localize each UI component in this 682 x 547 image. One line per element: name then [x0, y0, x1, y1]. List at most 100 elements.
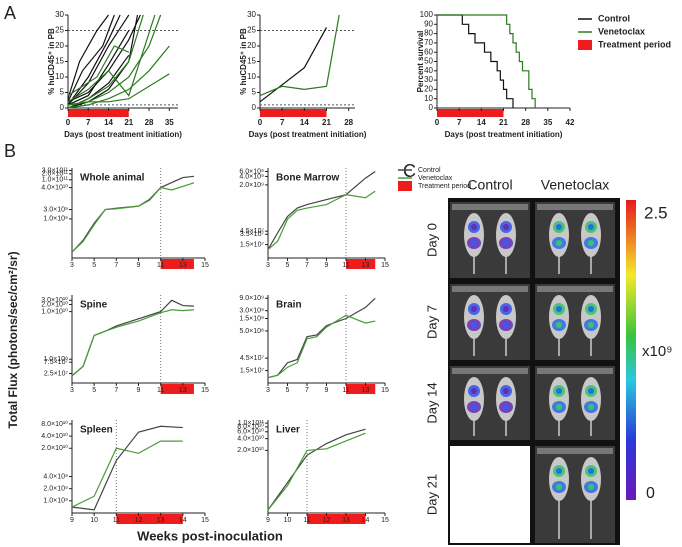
x-tick-label: 14: [362, 517, 370, 524]
y-tick-label: 4.0×10¹⁰: [237, 434, 264, 442]
y-tick-label: 20: [55, 41, 64, 50]
y-tick-label: 4.0×10⁹: [239, 173, 264, 180]
y-tick-label: 5.0×10⁸: [239, 328, 264, 335]
x-tick-label: 28: [344, 118, 353, 127]
legend-label: Control: [418, 167, 441, 174]
x-tick-label: 0: [66, 118, 71, 127]
x-tick-label: 5: [92, 262, 96, 269]
x-tick-label: 7: [114, 387, 118, 394]
x-tick-label: 13: [342, 517, 350, 524]
signal: [556, 404, 562, 410]
signal: [556, 306, 562, 312]
mouse-body: [464, 295, 484, 339]
y-tick-label: 15: [55, 57, 64, 66]
column-label: Control: [467, 177, 512, 193]
x-tick-label: 11: [303, 517, 310, 524]
x-tick-label: 3: [266, 387, 270, 394]
x-tick-label: 15: [381, 262, 389, 269]
panel-label: A: [4, 3, 16, 23]
signal: [588, 224, 594, 230]
series-line: [67, 14, 130, 106]
x-axis-label: Days (post treatment initiation): [445, 130, 563, 139]
mouse-body: [464, 213, 484, 257]
signal: [503, 404, 509, 410]
x-tick-label: 42: [566, 118, 575, 127]
x-tick-label: 3: [266, 262, 270, 269]
signal: [503, 224, 509, 230]
signal: [588, 322, 594, 328]
image-cell: [535, 202, 615, 278]
y-tick-label: 1.0×10¹⁰: [41, 307, 68, 315]
series-line: [71, 182, 195, 253]
y-tick-label: 8.0×10¹⁰: [237, 423, 264, 431]
x-tick-label: 9: [70, 517, 74, 524]
x-tick-label: 5: [286, 262, 290, 269]
y-tick-label: 60: [424, 47, 433, 56]
y-tick-label: 0: [252, 103, 257, 112]
y-tick-label: 5: [60, 88, 65, 97]
signal: [588, 388, 594, 394]
y-axis-label: % huCD45⁺ in PB: [239, 28, 248, 95]
y-axis-label: Percent survival: [416, 31, 425, 93]
signal: [588, 468, 594, 474]
y-tick-label: 9.0×10⁹: [239, 295, 264, 302]
legend-label: Venetoclax: [598, 26, 645, 36]
chart-title: Spine: [80, 300, 108, 311]
treatment-bar: [160, 259, 194, 269]
x-tick-label: 7: [280, 118, 285, 127]
legend-label: Treatment period: [598, 39, 671, 49]
treatment-bar: [346, 259, 376, 269]
chart-title: Brain: [276, 300, 302, 311]
y-tick-label: 1.5×10⁹: [239, 315, 264, 322]
x-tick-label: 13: [362, 262, 370, 269]
y-tick-label: 2.0×10¹¹: [42, 171, 69, 178]
signal: [471, 224, 477, 230]
y-tick-label: 2.5×10⁷: [44, 370, 69, 377]
image-cell: [450, 284, 530, 360]
cage-bar: [537, 286, 613, 292]
series-line: [67, 73, 170, 106]
series-line: [67, 14, 156, 103]
signal: [556, 224, 562, 230]
image-cell: [535, 446, 615, 543]
series-line: [267, 171, 376, 250]
series-line: [259, 27, 328, 103]
cage-bar: [452, 204, 528, 210]
treatment-bar: [307, 514, 366, 524]
x-tick-label: 13: [179, 387, 187, 394]
mouse-body: [549, 213, 569, 257]
mouse-body: [581, 213, 601, 257]
x-tick-label: 15: [201, 262, 209, 269]
x-tick-label: 11: [342, 387, 349, 394]
row-label: Day 14: [424, 382, 439, 423]
y-tick-label: 70: [424, 38, 433, 47]
signal: [556, 322, 562, 328]
signal: [503, 306, 509, 312]
x-tick-label: 11: [157, 262, 164, 269]
signal: [471, 388, 477, 394]
series-line: [267, 190, 376, 250]
series-line: [437, 14, 536, 108]
series-line: [267, 428, 366, 511]
x-tick-label: 9: [325, 387, 329, 394]
y-tick-label: 3.0×10¹⁰: [41, 296, 68, 304]
series-line: [437, 14, 514, 108]
y-tick-label: 0: [60, 103, 65, 112]
series-line: [67, 14, 110, 99]
y-tick-label: 1.0×10⁸: [43, 356, 68, 363]
y-tick-label: 2.0×10¹⁰: [41, 300, 68, 308]
y-tick-label: 80: [424, 29, 433, 38]
x-tick-label: 28: [521, 118, 530, 127]
chart-title: Whole animal: [80, 173, 145, 184]
x-tick-label: 5: [286, 387, 290, 394]
mouse-body: [549, 377, 569, 421]
x-tick-label: 14: [179, 517, 187, 524]
mouse-body: [549, 457, 569, 501]
cage-bar: [537, 368, 613, 374]
y-tick-label: 1.0×10¹¹: [238, 420, 265, 427]
x-tick-label: 11: [157, 387, 164, 394]
x-tick-label: 12: [323, 517, 331, 524]
x-tick-label: 15: [201, 517, 209, 524]
x-tick-label: 9: [266, 517, 270, 524]
image-cell: [535, 366, 615, 440]
